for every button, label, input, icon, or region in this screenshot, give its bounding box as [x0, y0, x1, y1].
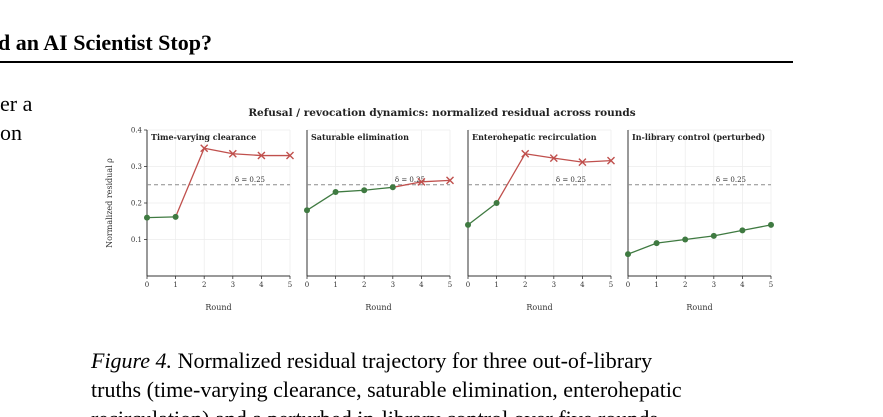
panel-4-series-segment — [742, 224, 772, 232]
panel-2-x-tick-label: 3 — [391, 281, 395, 289]
figure-suptitle: Refusal / revocation dynamics: normalize… — [248, 107, 635, 119]
panel-2-accept-point — [304, 207, 310, 214]
panel-1-x-tick-label: 1 — [173, 281, 177, 289]
panel-3-x-axis-label: Round — [526, 303, 552, 312]
panel-4-accept-point — [625, 251, 631, 258]
panel-4-x-tick-label: 5 — [769, 281, 773, 289]
panel-4-x-tick-label: 4 — [740, 281, 745, 289]
panel-3-series-segment — [582, 160, 612, 163]
running-header-title: d an AI Scientist Stop? — [0, 30, 212, 55]
header-rule — [0, 61, 793, 63]
panel-2-series-segment — [364, 186, 393, 191]
panel-4-x-tick-label: 0 — [626, 281, 630, 289]
panel-1-refuse-point — [286, 151, 294, 160]
panel-3-series-segment — [525, 153, 554, 159]
panel-2-x-tick-label: 2 — [362, 281, 366, 289]
panel-3-series-segment — [553, 157, 583, 163]
panel-1-title: Time-varying clearance — [151, 132, 256, 142]
panel-4-series-segment — [685, 235, 714, 241]
panel-4-accept-point — [768, 221, 774, 228]
panel-3-refuse-point — [578, 158, 587, 167]
panel-1-x-tick-label: 3 — [231, 281, 235, 289]
panel-2-refuse-point — [417, 177, 426, 186]
panel-2-series-segment — [335, 189, 365, 193]
panel-3-x-tick-label: 1 — [494, 281, 498, 289]
panel-3-series-segment — [467, 202, 497, 226]
panel-2-title: Saturable elimination — [311, 132, 409, 142]
panel-1-threshold-label: δ = 0.25 — [235, 176, 265, 184]
panel-1-y-tick-label: 0.3 — [131, 163, 142, 171]
panel-2-series-segment — [392, 181, 422, 188]
panel-4-accept-point — [653, 240, 660, 247]
panel-4-x-tick-label: 2 — [683, 281, 687, 289]
panel-3-x-tick-label: 5 — [609, 281, 613, 289]
panel-2-series-segment — [421, 179, 451, 183]
panel-1-x-tick-label: 2 — [202, 281, 206, 289]
panel-3-x-tick-label: 0 — [466, 281, 470, 289]
panel-3-accept-point — [465, 221, 471, 228]
caption-figure-label: Figure 4. — [91, 348, 173, 373]
panel-2-refuse-point — [446, 176, 454, 185]
panel-3-series-segment — [496, 153, 526, 204]
panel-1-series-segment — [232, 153, 262, 157]
panel-4-series-segment — [627, 242, 657, 255]
panel-2-x-axis-label: Round — [365, 303, 391, 312]
panel-2-x-tick-label: 0 — [305, 281, 309, 289]
caption-line-3: recirculation) and a perturbed in-librar… — [91, 404, 851, 417]
panel-2-accept-point — [389, 184, 396, 191]
body-text-fragment-1: er a — [0, 91, 33, 116]
panel-4-title: In-library control (perturbed) — [632, 132, 765, 142]
panel-2-accept-point — [361, 187, 368, 194]
panel-2-x-tick-label: 5 — [448, 281, 452, 289]
caption-line-1-text: Normalized residual trajectory for three… — [172, 348, 653, 373]
panel-1-y-tick-label: 0.2 — [131, 200, 142, 208]
panel-1-x-tick-label: 0 — [145, 281, 149, 289]
panel-3-title: Enterohepatic recirculation — [472, 132, 597, 142]
panel-3-refuse-point — [521, 149, 530, 158]
panel-4-threshold-label: δ = 0.25 — [716, 176, 746, 184]
panel-3-x-tick-label: 2 — [523, 281, 527, 289]
panel-1-refuse-point — [257, 151, 266, 160]
panel-4-series-segment — [713, 229, 743, 237]
figure-4-chart: Refusal / revocation dynamics: normalize… — [105, 107, 774, 312]
panel-1-x-tick-label: 5 — [288, 281, 292, 289]
panel-1-accept-point — [172, 213, 179, 220]
panel-1-series-segment — [175, 147, 205, 218]
panel-4-accept-point — [710, 232, 717, 239]
panel-3-x-tick-label: 4 — [580, 281, 585, 289]
panel-2-series-segment — [306, 191, 336, 211]
figure-caption: Figure 4. Normalized residual trajectory… — [91, 346, 851, 417]
panel-1-y-tick-label: 0.1 — [131, 236, 142, 244]
panel-1-accept-point — [144, 214, 150, 221]
panel-1-series-segment — [146, 216, 176, 219]
panel-4-x-tick-label: 1 — [654, 281, 658, 289]
panel-3-refuse-point — [607, 156, 615, 165]
panel-4-series-segment — [656, 238, 686, 244]
caption-line-1: Figure 4. Normalized residual trajectory… — [91, 346, 851, 375]
panel-4-accept-point — [682, 236, 689, 243]
panel-2-accept-point — [332, 189, 339, 196]
panel-3-threshold-label: δ = 0.25 — [556, 176, 586, 184]
panel-2-threshold-label: δ = 0.25 — [395, 176, 425, 184]
panel-3-refuse-point — [549, 154, 558, 163]
panel-1-refuse-point — [228, 149, 237, 158]
panel-1-refuse-point — [200, 144, 209, 153]
panel-2-x-tick-label: 1 — [333, 281, 337, 289]
panel-3-accept-point — [493, 200, 500, 206]
panel-4-accept-point — [739, 227, 746, 234]
body-text-fragment-2: on — [0, 120, 22, 145]
panel-1-x-axis-label: Round — [205, 303, 231, 312]
panel-4-x-axis-label: Round — [686, 303, 712, 312]
panel-1-series-segment — [204, 147, 233, 155]
caption-line-2: truths (time-varying clearance, saturabl… — [91, 377, 682, 402]
panel-1-y-tick-label: 0.4 — [131, 127, 143, 135]
panel-4-x-tick-label: 3 — [712, 281, 716, 289]
panel-1-y-axis-label: Normalized residual ρ — [105, 158, 114, 248]
panel-1-x-tick-label: 4 — [259, 281, 264, 289]
panel-3-x-tick-label: 3 — [552, 281, 556, 289]
panel-2-x-tick-label: 4 — [419, 281, 424, 289]
